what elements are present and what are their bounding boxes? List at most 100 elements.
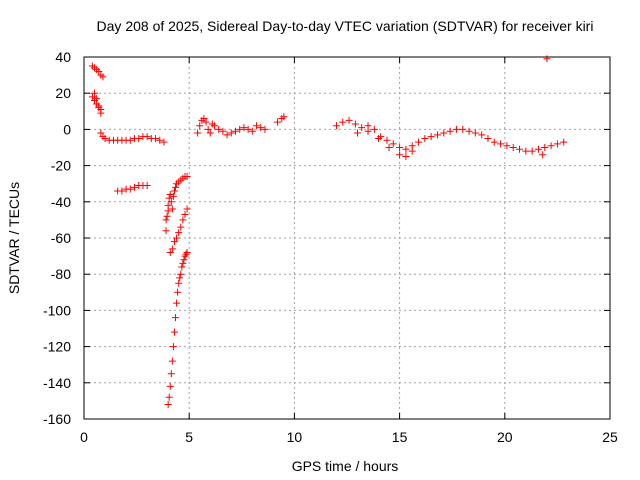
data-point [408, 147, 416, 155]
data-point [162, 216, 170, 224]
data-point [358, 124, 366, 132]
data-point [345, 116, 353, 124]
data-point [202, 118, 210, 126]
data-point [219, 127, 227, 135]
plot-frame [83, 56, 611, 420]
data-point [402, 153, 410, 161]
data-point [162, 227, 170, 235]
y-tick-label: 40 [55, 49, 71, 65]
data-point [274, 118, 282, 126]
y-tick-label: -160 [43, 411, 71, 427]
data-point [516, 145, 524, 153]
data-point [402, 145, 410, 153]
data-point [173, 299, 181, 307]
data-point [168, 357, 176, 365]
data-point [143, 133, 151, 141]
data-point [160, 138, 168, 146]
data-point [210, 122, 218, 130]
data-point [166, 248, 174, 256]
data-point [257, 124, 265, 132]
y-tick-label: -60 [51, 230, 71, 246]
data-point [135, 134, 143, 142]
data-point [503, 142, 511, 150]
y-tick-label: -20 [51, 158, 71, 174]
axis-ticks: 0 5 10 15 20 25 -160 -140 -120 -100 -80 -60 -40 -20 0 2… [43, 49, 618, 445]
y-axis-label: SDTVAR / TECUs [6, 182, 22, 294]
data-point [130, 183, 138, 191]
data-point [261, 125, 269, 133]
data-point [427, 133, 435, 141]
data-point [178, 263, 186, 271]
data-point [177, 223, 185, 231]
data-point [528, 147, 536, 155]
data-point [183, 172, 191, 180]
data-point [175, 229, 183, 237]
data-point [126, 136, 134, 144]
data-point [176, 274, 184, 282]
data-point [169, 343, 177, 351]
data-point [181, 252, 189, 260]
data-points [88, 55, 568, 409]
data-point [446, 127, 454, 135]
data-point [177, 270, 185, 278]
data-point [541, 144, 549, 151]
data-point [126, 185, 134, 193]
data-point [174, 288, 182, 296]
data-point [173, 234, 181, 242]
data-point [490, 138, 498, 146]
data-point [484, 134, 492, 142]
data-point [183, 248, 191, 256]
x-tick-label: 15 [392, 429, 408, 445]
data-point [396, 151, 404, 159]
data-point [223, 131, 231, 139]
data-point [396, 144, 404, 151]
x-tick-label: 10 [287, 429, 303, 445]
data-point [143, 182, 151, 190]
data-point [118, 187, 126, 195]
data-point [196, 122, 204, 130]
chart-title: Day 208 of 2025, Sidereal Day-to-day VTE… [97, 18, 594, 34]
data-point [421, 134, 429, 142]
data-point [179, 259, 187, 267]
data-point [539, 151, 547, 159]
data-point [244, 125, 252, 133]
y-tick-label: -140 [43, 375, 71, 391]
data-point [170, 238, 178, 246]
data-point [164, 401, 172, 409]
y-tick-label: -80 [51, 266, 71, 282]
data-point [170, 328, 178, 336]
data-point [227, 129, 235, 137]
y-tick-label: -120 [43, 339, 71, 355]
data-point [459, 125, 467, 133]
data-point [339, 118, 347, 126]
data-point [179, 216, 187, 224]
data-point [175, 279, 183, 287]
data-point [433, 131, 441, 139]
data-point [168, 205, 176, 213]
data-point [465, 127, 473, 135]
data-point [181, 210, 189, 218]
data-point [166, 191, 174, 199]
x-tick-label: 0 [80, 429, 88, 445]
data-point [169, 192, 177, 200]
data-point [170, 187, 178, 195]
data-point [166, 382, 174, 390]
data-point [471, 129, 479, 137]
data-point [354, 129, 362, 137]
data-point [248, 127, 256, 135]
y-tick-label: 0 [63, 121, 71, 137]
data-point [91, 89, 99, 97]
data-point [543, 55, 551, 63]
data-point [97, 105, 105, 113]
data-point [200, 115, 208, 123]
data-point [383, 136, 391, 144]
data-point [240, 124, 248, 132]
data-point [183, 205, 191, 213]
data-point [389, 140, 397, 148]
data-point [385, 144, 393, 151]
data-point [152, 134, 160, 142]
y-tick-label: -100 [43, 302, 71, 318]
data-point [332, 122, 340, 130]
data-point [164, 201, 172, 209]
